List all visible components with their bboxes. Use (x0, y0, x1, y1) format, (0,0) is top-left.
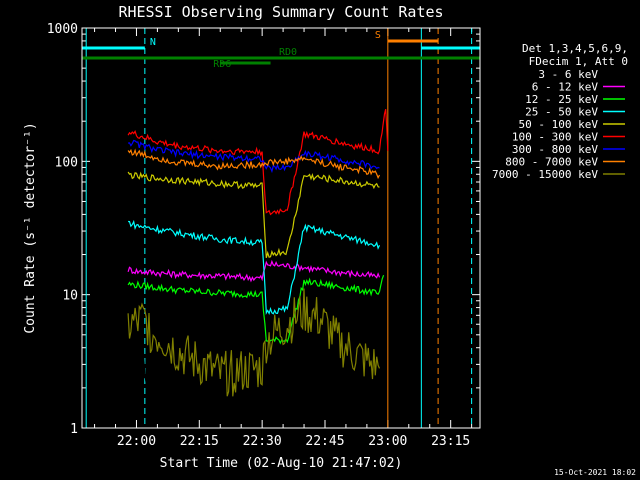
timestamp: 15-Oct-2021 18:02 (554, 468, 636, 477)
series-line (127, 288, 381, 397)
legend-header-line1: Det 1,3,4,5,6,9, (522, 42, 628, 55)
x-tick-label: 22:45 (305, 434, 344, 449)
legend-label: 3 - 6 keV (538, 68, 598, 81)
legend-label: 7000 - 15000 keV (492, 168, 598, 181)
flag-label: N (150, 37, 156, 48)
legend-label: 100 - 300 keV (512, 131, 598, 144)
legend-label: 300 - 800 keV (512, 143, 598, 156)
chart-title: RHESSI Observing Summary Count Rates (118, 3, 443, 21)
legend-label: 12 - 25 keV (525, 93, 598, 106)
x-tick-label: 22:30 (243, 434, 282, 449)
y-tick-label: 1000 (47, 22, 78, 37)
flag-label: S (375, 30, 381, 41)
y-tick-label: 100 (55, 155, 78, 170)
y-tick-label: 1 (70, 422, 78, 437)
x-tick-label: 23:15 (431, 434, 470, 449)
series-line (127, 318, 380, 402)
series-line (127, 171, 380, 258)
series-line (128, 219, 381, 316)
series-line (127, 109, 389, 216)
x-tick-label: 22:00 (117, 434, 156, 449)
plot-area: 1 10 100 1000 22:00 22:15 22:30 22:45 23:00 23:15… (47, 22, 480, 449)
legend-label: 50 - 100 keV (519, 118, 599, 131)
flag-label: RD0 (279, 47, 297, 58)
y-tick-label: 10 (62, 289, 78, 304)
legend-label: 6 - 12 keV (532, 81, 599, 94)
legend-label: 800 - 7000 keV (505, 156, 598, 169)
series-line (128, 139, 380, 174)
series-line (127, 148, 381, 180)
plot-frame (81, 27, 481, 429)
legend-label: 25 - 50 keV (525, 106, 598, 119)
flag-label: RD6 (213, 59, 231, 70)
y-axis-label: Count Rate (s⁻¹ detector⁻¹) (23, 122, 38, 333)
series-line (127, 274, 385, 345)
legend-header-line2: FDecim 1, Att 0 (529, 55, 628, 68)
series-line (127, 259, 381, 283)
x-tick-label: 22:15 (180, 434, 219, 449)
x-axis-label: Start Time (02-Aug-10 21:47:02) (160, 456, 403, 471)
x-tick-label: 23:00 (368, 434, 407, 449)
